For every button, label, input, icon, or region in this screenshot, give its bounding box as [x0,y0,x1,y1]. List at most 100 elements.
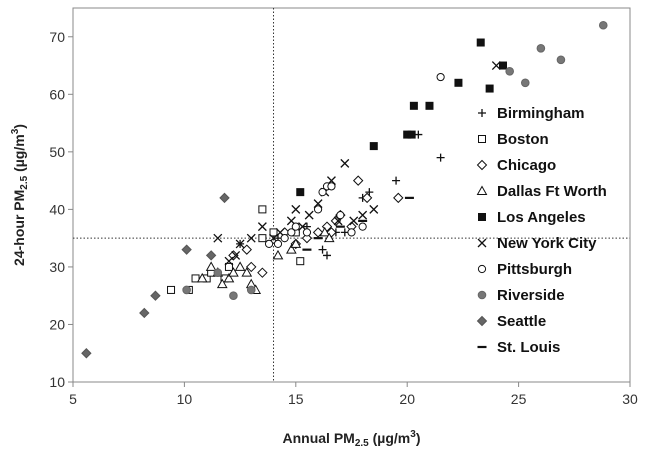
legend-label: Los Angeles [497,209,586,226]
legend-label: Birmingham [497,105,585,122]
plot-frame [68,7,631,387]
legend-marker-x [477,238,487,248]
data-point-x [257,222,267,232]
data-point-circle-open [327,182,336,191]
data-point-plus [392,176,401,185]
data-point-square-filled [454,78,463,87]
data-point-diamond-open [241,244,252,255]
data-point-diamond-open [228,250,239,261]
data-point-square-filled [407,130,416,139]
data-point-diamond-filled [81,348,92,359]
legend-marker-diamond-open [476,159,488,171]
legend-marker-triangle-open [476,185,488,195]
data-point-plus [436,153,445,162]
data-point-square-filled [499,61,508,70]
data-point-circle-open [280,234,289,243]
data-point-diamond-open [393,192,404,204]
legend-label: Pittsburgh [497,261,572,278]
data-point-triangle-open [272,249,284,260]
x-label-sub: 2.5 [355,438,369,449]
data-point-plus [414,130,423,139]
data-point-x [304,210,314,220]
legend-label: New York City [497,235,597,252]
data-point-circle-open [336,211,345,220]
data-point-triangle-open [223,272,235,283]
data-point-diamond-filled [181,244,192,255]
data-point-circle-filled [598,20,608,30]
data-point-x [224,256,234,266]
data-point-circle-filled [536,43,546,53]
x-label-sup: 3 [410,429,416,440]
legend-marker-plus [478,109,486,117]
data-point-circle-open [302,228,312,237]
data-point-circle-open [264,239,274,249]
plot-border [72,7,631,383]
data-point-circle-open [313,205,323,214]
data-point-plus [322,251,331,260]
x-tick-label: 20 [399,391,415,407]
data-point-circle-filled [246,285,256,295]
data-point-x [231,250,241,260]
data-point-square-filled [476,38,485,47]
data-point-square-filled [425,101,434,110]
y-tick-label: 10 [49,374,65,390]
data-point-x [291,204,301,214]
x-tick-label: 30 [622,391,638,407]
legend-label: Chicago [497,157,556,174]
data-point-triangle-open [241,267,253,277]
data-point-circle-open [436,72,445,82]
x-label-unit: (µg/m [369,430,411,446]
data-point-diamond-filled [219,192,230,204]
data-point-x [491,61,501,70]
data-point-triangle-open [290,238,302,248]
data-point-x [213,233,223,243]
legend-label: Boston [497,131,549,148]
data-point-circle-open [287,228,296,237]
data-point-x [369,204,379,214]
y-tick-label: 70 [49,29,65,45]
legend: Birmingham Boston Chicago Dallas Ft Worth Lo… [476,105,607,356]
y-label-sup: 3 [10,128,21,134]
y-tick-labels: 10 20 30 40 50 60 70 [49,29,65,390]
data-point-x [235,239,245,249]
y-tick-label: 20 [49,316,65,332]
data-point-triangle-open [205,261,217,271]
data-point-triangle-open [323,232,335,243]
legend-label: Seattle [497,313,546,330]
data-point-diamond-open [257,267,268,278]
data-point-square-filled [409,101,418,110]
data-point-square-open [224,262,233,271]
legend-marker-diamond-filled [476,315,488,327]
x-tick-label: 25 [511,391,527,407]
legend-label: Riverside [497,287,565,304]
data-point-x [246,233,256,243]
data-point-diamond-open [312,227,324,238]
y-label-main: 24-hour PM [11,190,27,266]
data-point-square-filled [485,84,494,93]
y-tick-label: 40 [49,201,65,217]
data-point-diamond-open [361,192,373,204]
data-point-square-open [258,234,267,243]
data-point-circle-open [318,188,327,197]
data-point-circle-open [358,222,367,231]
data-point-triangle-open [216,278,228,289]
legend-marker-circle-filled [477,290,487,300]
data-point-square-filled [296,188,305,197]
x-label-main: Annual PM [283,430,355,446]
legend-label: Dallas Ft Worth [497,183,607,200]
data-point-diamond-filled [150,290,161,301]
y-axis-label: 24-hour PM2.5 (µg/m3) [10,124,30,266]
data-point-square-open [167,285,176,294]
data-point-diamond-open [352,175,364,186]
y-label-unit: (µg/m [11,134,27,176]
data-point-circle-filled [229,291,238,300]
data-point-square-open [258,205,267,214]
data-point-circle-filled [556,55,566,65]
data-point-circle-filled [520,78,530,88]
data-point-diamond-open [246,261,257,273]
data-point-x [340,158,350,168]
legend-label: St. Louis [497,339,560,356]
y-tick-label: 50 [49,144,65,160]
